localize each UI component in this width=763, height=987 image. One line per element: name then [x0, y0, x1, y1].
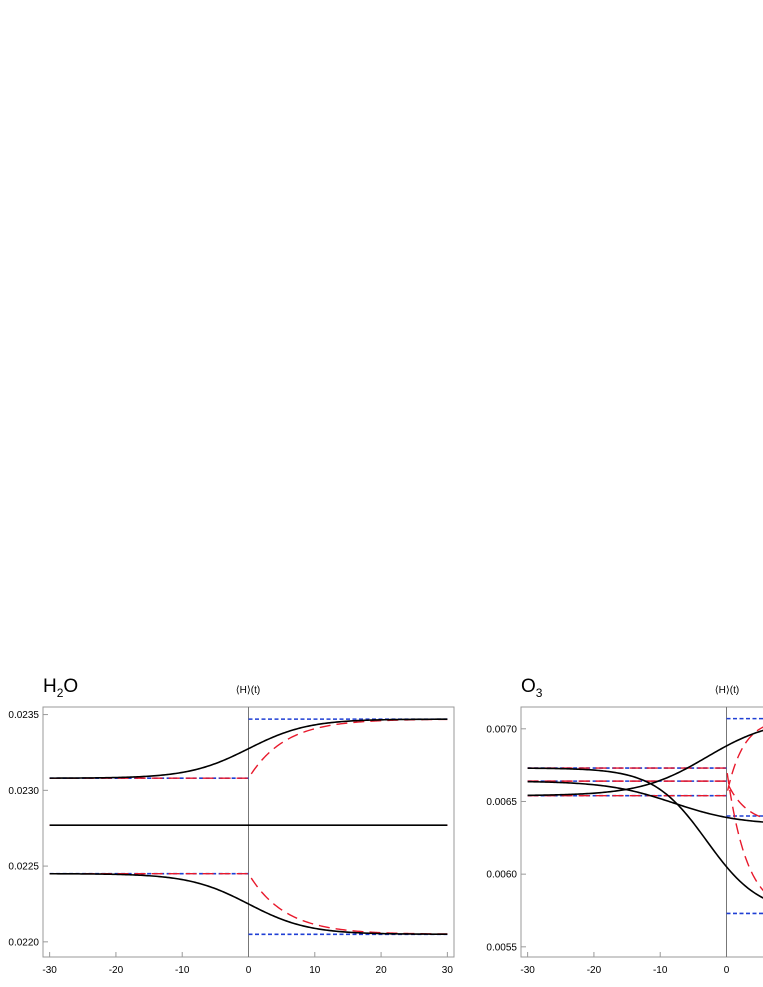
axes: -30 -20 -10 0 0.0055 0.0060 0.0065 0.0070	[486, 707, 730, 976]
axes: -30 -20 -10 0 10 20 30 0.0220 0.0225 0.0230 0.0235	[8, 707, 453, 976]
series-red-3	[527, 726, 763, 797]
y-tick-label: 0.0055	[486, 942, 517, 953]
marker-label: ⟨H⟩(t)	[715, 685, 739, 696]
y-tick-label: 0.0235	[8, 710, 39, 721]
x-tick-label: -30	[42, 965, 57, 976]
chart-title: H2O	[43, 676, 78, 700]
y-tick-label: 0.0220	[8, 937, 39, 948]
series-black-2	[527, 767, 763, 899]
y-tick-label: 0.0065	[486, 797, 517, 808]
x-tick-label: 0	[724, 965, 730, 976]
series-black-0	[527, 729, 763, 797]
plot-frame	[520, 706, 763, 958]
marker-label: ⟨H⟩(t)	[236, 685, 260, 696]
x-tick-label: -20	[587, 965, 602, 976]
series-black-2	[49, 872, 448, 935]
x-tick-label: 20	[376, 965, 388, 976]
h2o-chart: H2O ⟨H⟩(t) -30 -20 -10 0 10 20 30 0.0220 0.0225 0…	[8, 676, 455, 976]
series-black-1	[527, 780, 763, 823]
chart-title: O3	[521, 676, 543, 700]
x-tick-label: 10	[309, 965, 321, 976]
y-tick-label: 0.0060	[486, 870, 517, 881]
x-tick-label: -10	[175, 965, 190, 976]
x-tick-label: 30	[442, 965, 454, 976]
x-tick-label: -20	[109, 965, 124, 976]
series-black-0	[49, 718, 448, 779]
o3-chart: O3 ⟨H⟩(t) -30 -20 -10 0 0.0055 0.0060 0.0065 0.…	[486, 676, 763, 976]
series-group	[49, 718, 448, 936]
y-tick-label: 0.0230	[8, 786, 39, 797]
series-red-4	[527, 780, 763, 819]
x-tick-label: -30	[520, 965, 535, 976]
x-tick-label: -10	[653, 965, 668, 976]
y-tick-label: 0.0070	[486, 724, 517, 735]
x-tick-label: 0	[246, 965, 252, 976]
y-tick-label: 0.0225	[8, 862, 39, 873]
series-group	[527, 717, 763, 915]
